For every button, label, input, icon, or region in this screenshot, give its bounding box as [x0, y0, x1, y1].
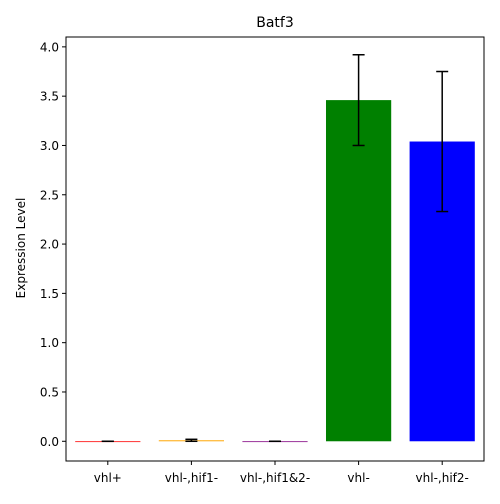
y-tick-label: 4.0 [40, 40, 59, 54]
y-tick-label: 3.5 [40, 90, 59, 104]
plot-area: 0.0 0.5 1.0 1.5 2.0 2.5 3.0 3.5 4.0 vhl+ vhl-,hif1… [40, 40, 475, 485]
y-tick-label: 2.0 [40, 238, 59, 252]
y-tick-label: 1.5 [40, 287, 59, 301]
y-axis-label: Expression Level [14, 198, 28, 299]
y-tick-label: 0.5 [40, 385, 59, 399]
y-tick-label: 0.0 [40, 435, 59, 449]
y-tick-label: 1.0 [40, 336, 59, 350]
chart-title: Batf3 [256, 15, 294, 31]
x-tick-label: vhl- [347, 471, 369, 485]
y-tick-label: 2.5 [40, 188, 59, 202]
y-tick-label: 3.0 [40, 139, 59, 153]
x-tick-label: vhl-,hif1- [165, 471, 218, 485]
x-tick-label: vhl-,hif1&2- [240, 471, 310, 485]
bar [325, 100, 392, 442]
x-tick-label: vhl+ [94, 471, 122, 485]
plot-frame [65, 36, 485, 462]
x-tick-label: vhl-,hif2- [416, 471, 469, 485]
